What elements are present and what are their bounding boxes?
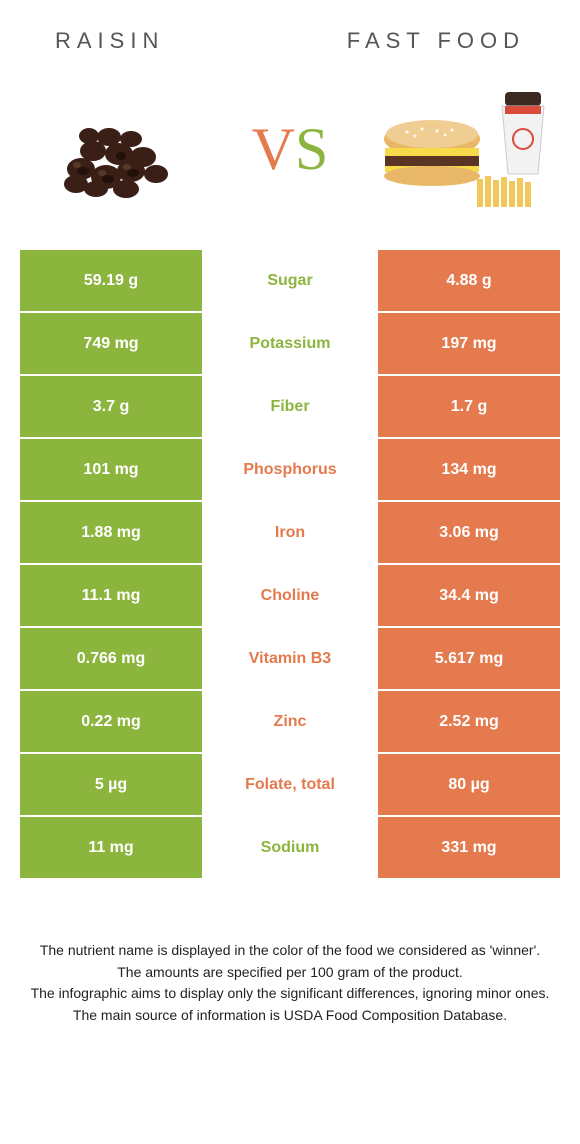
header: RAISIN FAST FOOD	[0, 0, 580, 64]
right-value-cell: 331 mg	[378, 817, 560, 878]
left-value-cell: 749 mg	[20, 313, 202, 374]
table-row: 749 mgPotassium197 mg	[20, 313, 560, 374]
right-value-cell: 5.617 mg	[378, 628, 560, 689]
vs-v: V	[252, 116, 295, 182]
left-value-cell: 1.88 mg	[20, 502, 202, 563]
footer-line: The infographic aims to display only the…	[22, 983, 558, 1005]
right-food-title: FAST FOOD	[347, 28, 525, 54]
right-value-cell: 197 mg	[378, 313, 560, 374]
raisin-image	[28, 84, 203, 214]
right-value-cell: 1.7 g	[378, 376, 560, 437]
left-value-cell: 0.766 mg	[20, 628, 202, 689]
nutrient-label-cell: Potassium	[202, 313, 378, 374]
left-value-cell: 11.1 mg	[20, 565, 202, 626]
footer-line: The main source of information is USDA F…	[22, 1005, 558, 1027]
table-row: 5 µgFolate, total80 µg	[20, 754, 560, 815]
table-row: 1.88 mgIron3.06 mg	[20, 502, 560, 563]
nutrient-label-cell: Vitamin B3	[202, 628, 378, 689]
left-value-cell: 59.19 g	[20, 250, 202, 311]
footer-notes: The nutrient name is displayed in the co…	[0, 880, 580, 1027]
fastfood-image	[377, 84, 552, 214]
left-value-cell: 11 mg	[20, 817, 202, 878]
nutrient-label-cell: Folate, total	[202, 754, 378, 815]
right-value-cell: 80 µg	[378, 754, 560, 815]
nutrient-label-cell: Iron	[202, 502, 378, 563]
left-food-title: RAISIN	[55, 28, 164, 54]
vs-label: VS	[252, 115, 329, 184]
right-value-cell: 3.06 mg	[378, 502, 560, 563]
right-value-cell: 2.52 mg	[378, 691, 560, 752]
vs-s: S	[295, 116, 328, 182]
left-value-cell: 0.22 mg	[20, 691, 202, 752]
nutrient-label-cell: Zinc	[202, 691, 378, 752]
right-value-cell: 4.88 g	[378, 250, 560, 311]
nutrient-label-cell: Fiber	[202, 376, 378, 437]
left-value-cell: 101 mg	[20, 439, 202, 500]
right-value-cell: 34.4 mg	[378, 565, 560, 626]
table-row: 101 mgPhosphorus134 mg	[20, 439, 560, 500]
right-value-cell: 134 mg	[378, 439, 560, 500]
nutrient-label-cell: Sodium	[202, 817, 378, 878]
table-row: 11.1 mgCholine34.4 mg	[20, 565, 560, 626]
comparison-table: 59.19 gSugar4.88 g749 mgPotassium197 mg3…	[0, 250, 580, 878]
footer-line: The amounts are specified per 100 gram o…	[22, 962, 558, 984]
nutrient-label-cell: Sugar	[202, 250, 378, 311]
nutrient-label-cell: Phosphorus	[202, 439, 378, 500]
table-row: 3.7 gFiber1.7 g	[20, 376, 560, 437]
left-value-cell: 5 µg	[20, 754, 202, 815]
table-row: 0.22 mgZinc2.52 mg	[20, 691, 560, 752]
images-row: VS	[0, 64, 580, 250]
table-row: 0.766 mgVitamin B35.617 mg	[20, 628, 560, 689]
left-value-cell: 3.7 g	[20, 376, 202, 437]
footer-line: The nutrient name is displayed in the co…	[22, 940, 558, 962]
table-row: 11 mgSodium331 mg	[20, 817, 560, 878]
nutrient-label-cell: Choline	[202, 565, 378, 626]
table-row: 59.19 gSugar4.88 g	[20, 250, 560, 311]
